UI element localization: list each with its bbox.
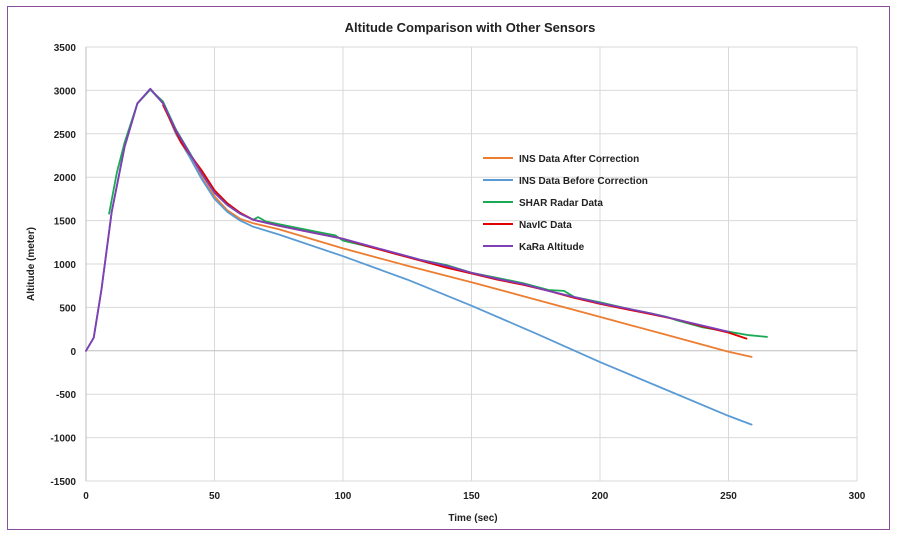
series-line-0: [85, 88, 753, 358]
legend-label-2: SHAR Radar Data: [519, 198, 603, 209]
legend: INS Data After Correction INS Data Before…: [483, 154, 648, 253]
series-line-2: [108, 88, 768, 338]
legend-label-4: KaRa Altitude: [519, 242, 585, 253]
axes: 0 50 100 150 200 250 300 -1500 -1000 -500 0 500 1000…: [50, 43, 865, 502]
series-lines: [85, 87, 768, 426]
y-tick-label: -1000: [50, 434, 76, 445]
x-axis-label: Time (sec): [448, 513, 497, 524]
x-tick-label: 150: [463, 491, 480, 502]
x-tick-label: 300: [849, 491, 866, 502]
y-tick-label: 500: [59, 303, 76, 314]
series-line-4: [85, 87, 730, 352]
x-tick-label: 0: [83, 491, 89, 502]
y-tick-label: 3500: [54, 43, 77, 54]
x-tick-label: 100: [335, 491, 352, 502]
y-tick-label: 2500: [54, 130, 77, 141]
legend-label-1: INS Data Before Correction: [519, 176, 648, 187]
chart-title: Altitude Comparison with Other Sensors: [345, 20, 596, 35]
x-tick-label: 250: [720, 491, 737, 502]
y-tick-label: 1500: [54, 217, 77, 228]
y-tick-label: -1500: [50, 477, 76, 488]
x-tick-label: 200: [592, 491, 609, 502]
x-tick-label: 50: [209, 491, 221, 502]
series-line-1: [85, 88, 753, 426]
legend-label-3: NavIC Data: [519, 220, 572, 231]
y-tick-label: 2000: [54, 173, 77, 184]
y-tick-label: 3000: [54, 86, 77, 97]
y-tick-label: 1000: [54, 260, 77, 271]
y-axis-label: Altitude (meter): [26, 227, 37, 301]
y-tick-label: -500: [56, 390, 76, 401]
grid: [86, 46, 858, 482]
y-tick-label: 0: [70, 347, 76, 358]
legend-label-0: INS Data After Correction: [519, 154, 639, 165]
